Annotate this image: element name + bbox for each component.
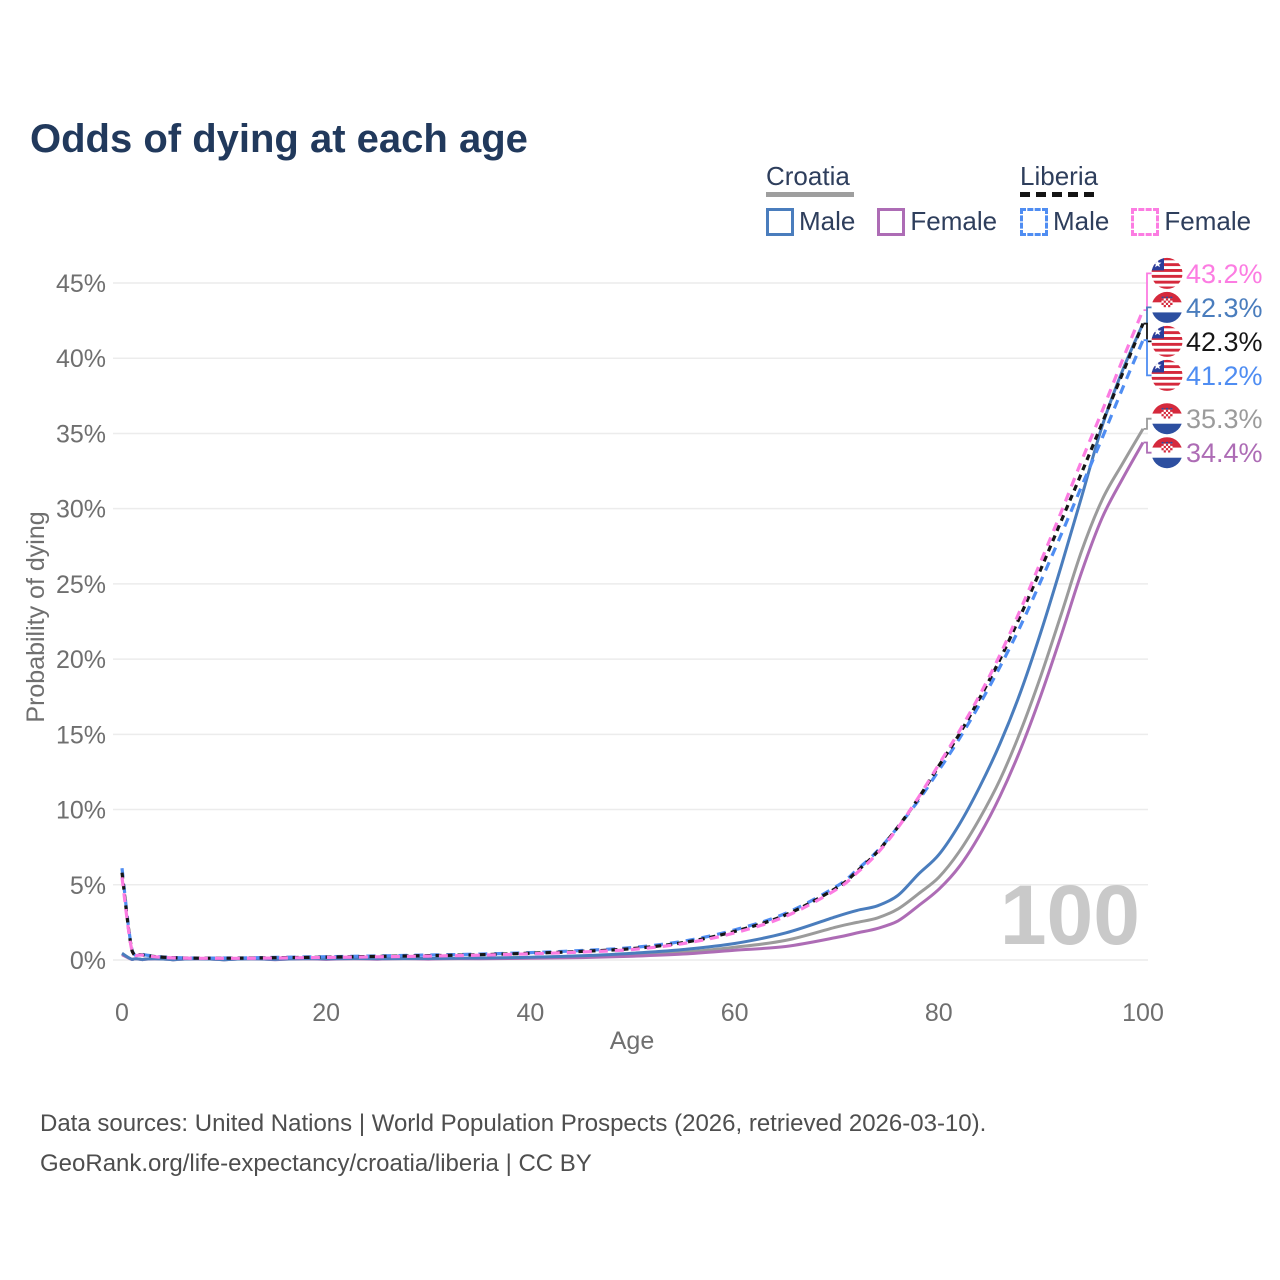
croatia-flag-icon bbox=[1151, 437, 1183, 469]
y-tick-label-5: 5% bbox=[70, 872, 106, 900]
y-tick-label-25: 25% bbox=[56, 571, 106, 599]
y-tick-label-20: 20% bbox=[56, 646, 106, 674]
x-tick-label-40: 40 bbox=[516, 999, 544, 1027]
y-tick-label-35: 35% bbox=[56, 420, 106, 448]
hovered-age-watermark: 100 bbox=[1000, 868, 1140, 962]
croatia-flag-icon bbox=[1151, 403, 1183, 435]
croatia-female-swatch-icon bbox=[877, 207, 906, 236]
legend-label-croatia-male: Male bbox=[799, 206, 856, 236]
legend-label-liberia-female: Female bbox=[1164, 206, 1252, 236]
attribution-line[interactable]: GeoRank.org/life-expectancy/croatia/libe… bbox=[40, 1150, 592, 1177]
croatia-male-swatch-icon bbox=[766, 207, 794, 236]
series-line-croatia-male[interactable] bbox=[121, 323, 1145, 962]
liberia-flag-icon bbox=[1151, 359, 1183, 391]
legend-group-croatia: Croatia Male Female bbox=[766, 161, 1013, 237]
end-label-connector-croatia-both-sexes bbox=[1143, 417, 1152, 430]
series-line-liberia-female[interactable] bbox=[120, 309, 1145, 960]
x-axis-title: Age bbox=[610, 1027, 654, 1055]
liberia-female-swatch-icon bbox=[1131, 207, 1160, 236]
legend-label-liberia-male: Male bbox=[1053, 206, 1110, 236]
legend-item-croatia-male[interactable]: Male bbox=[766, 206, 855, 237]
series-line-liberia-both-sexes[interactable] bbox=[120, 322, 1145, 960]
liberia-flag-icon bbox=[1151, 325, 1183, 357]
legend-row-croatia: Male Female bbox=[766, 206, 1013, 237]
legend-item-liberia-male[interactable]: Male bbox=[1020, 206, 1109, 237]
y-axis-title: Probability of dying bbox=[22, 511, 50, 722]
legend-underline-croatia-solid bbox=[766, 192, 854, 197]
end-value-label-liberia-female: 43.2% bbox=[1186, 259, 1263, 289]
x-tick-label-0: 0 bbox=[115, 999, 129, 1027]
legend-item-liberia-female[interactable]: Female bbox=[1131, 206, 1251, 237]
y-tick-label-40: 40% bbox=[56, 345, 106, 373]
end-label-connector-liberia-both-sexes bbox=[1143, 322, 1152, 343]
end-value-label-croatia-both-sexes: 35.3% bbox=[1186, 404, 1263, 434]
footer: Data sources: United Nations | World Pop… bbox=[40, 1104, 986, 1184]
x-tick-label-20: 20 bbox=[312, 999, 340, 1027]
series-line-croatia-female[interactable] bbox=[121, 441, 1145, 962]
end-label-connector-liberia-male bbox=[1143, 339, 1152, 377]
data-sources-line: Data sources: United Nations | World Pop… bbox=[40, 1110, 987, 1137]
end-value-label-croatia-female: 34.4% bbox=[1186, 438, 1263, 468]
mortality-line-chart[interactable]: 0% 5% 10% 15% 20% 25% 30% 35% 40% 45% 0 20 40 60 80 100… bbox=[0, 0, 1280, 1080]
y-tick-label-45: 45% bbox=[56, 270, 106, 298]
end-value-label-croatia-male: 42.3% bbox=[1186, 293, 1263, 323]
x-tick-label-80: 80 bbox=[925, 999, 953, 1027]
end-value-label-liberia-both-sexes: 42.3% bbox=[1186, 327, 1263, 357]
liberia-male-swatch-icon bbox=[1020, 207, 1048, 236]
legend-country-liberia[interactable]: Liberia bbox=[1020, 161, 1099, 191]
end-label-connector-croatia-female bbox=[1143, 441, 1152, 454]
legend-group-liberia: Liberia Male Female bbox=[1020, 161, 1267, 237]
legend-country-croatia[interactable]: Croatia bbox=[766, 161, 850, 191]
croatia-flag-icon bbox=[1151, 291, 1183, 323]
legend-row-liberia: Male Female bbox=[1020, 206, 1267, 237]
end-value-label-liberia-male: 41.2% bbox=[1186, 361, 1263, 391]
liberia-flag-icon bbox=[1151, 257, 1183, 289]
end-label-connector-liberia-female bbox=[1143, 272, 1152, 311]
y-tick-label-15: 15% bbox=[56, 721, 106, 749]
y-tick-label-30: 30% bbox=[56, 496, 106, 524]
y-tick-label-10: 10% bbox=[56, 797, 106, 825]
legend-label-croatia-female: Female bbox=[910, 206, 998, 236]
x-tick-label-60: 60 bbox=[721, 999, 749, 1027]
page-title: Odds of dying at each age bbox=[30, 116, 528, 161]
legend-underline-liberia-dashed bbox=[1020, 192, 1096, 197]
y-tick-label-0: 0% bbox=[70, 947, 106, 975]
x-tick-label-100: 100 bbox=[1122, 999, 1164, 1027]
legend-item-croatia-female[interactable]: Female bbox=[877, 206, 997, 237]
